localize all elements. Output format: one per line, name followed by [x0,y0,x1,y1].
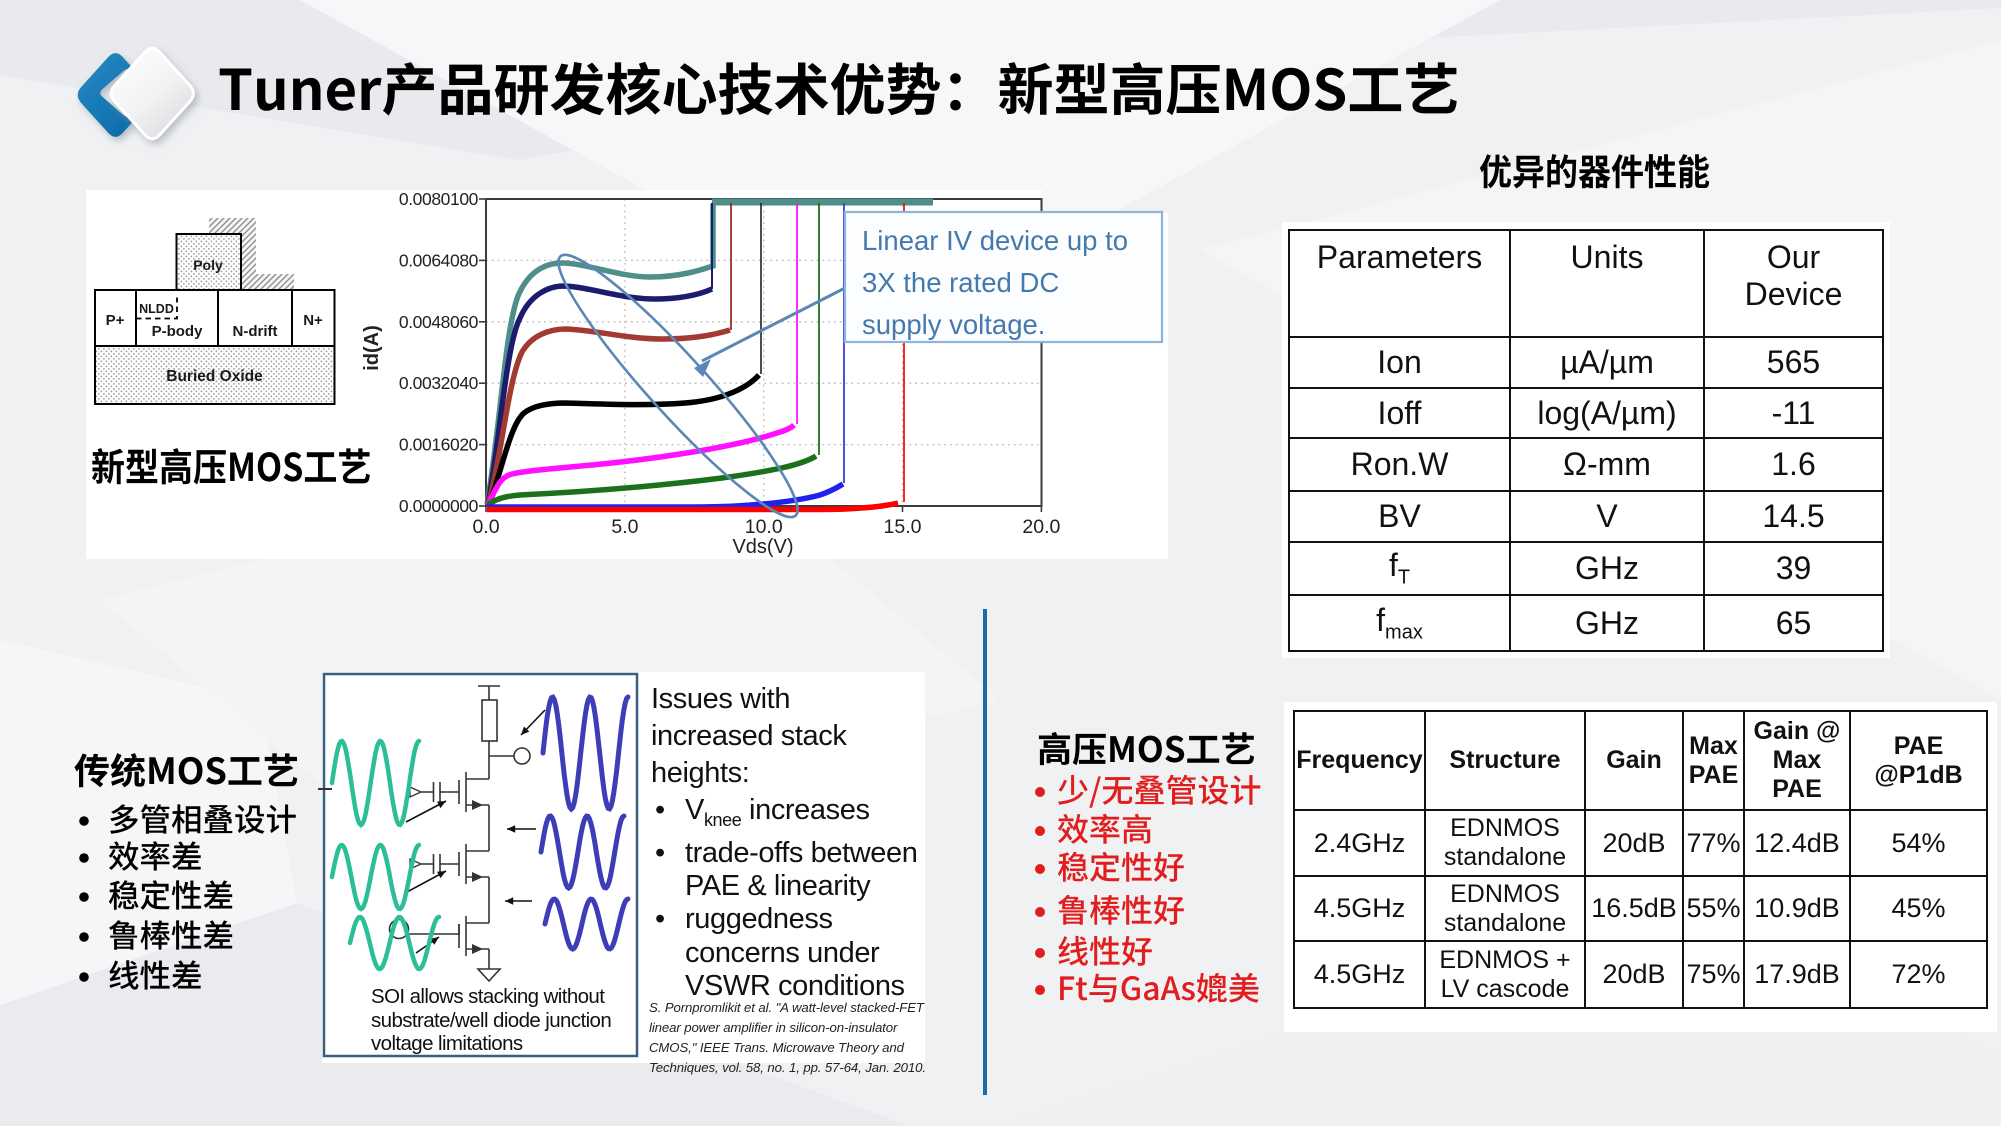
svg-text:supply voltage.: supply voltage. [862,309,1045,340]
svg-text:10.0: 10.0 [745,516,783,538]
svg-text:20.0: 20.0 [1022,516,1060,538]
svg-text:0.0016020: 0.0016020 [399,435,479,455]
svg-text:0.0080100: 0.0080100 [399,189,479,209]
svg-text:N+: N+ [303,312,323,329]
svg-text:Linear IV device up to: Linear IV device up to [862,225,1128,256]
svg-text:N-drift: N-drift [233,323,278,340]
svg-text:0.0000000: 0.0000000 [399,496,479,516]
svg-text:NLDD: NLDD [139,302,174,316]
svg-text:5.0: 5.0 [611,516,638,538]
svg-text:3X the rated DC: 3X the rated DC [862,267,1059,298]
svg-text:P-body: P-body [152,323,203,340]
svg-text:id(A): id(A) [361,325,383,371]
svg-text:0.0064080: 0.0064080 [399,250,479,270]
svg-text:15.0: 15.0 [884,516,922,538]
svg-text:0.0: 0.0 [472,516,499,538]
svg-text:0.0032040: 0.0032040 [399,373,479,393]
svg-text:0.0048060: 0.0048060 [399,312,479,332]
svg-text:Poly: Poly [193,257,223,273]
svg-text:Vds(V): Vds(V) [732,536,793,558]
svg-text:Buried Oxide: Buried Oxide [166,368,263,385]
svg-text:P+: P+ [106,312,125,329]
